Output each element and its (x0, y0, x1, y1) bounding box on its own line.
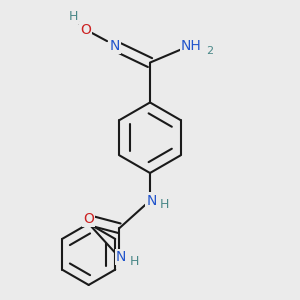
Text: N: N (116, 250, 126, 264)
Text: O: O (80, 23, 91, 38)
Text: N: N (146, 194, 157, 208)
Text: H: H (160, 198, 169, 211)
Text: H: H (129, 254, 139, 268)
Text: 2: 2 (206, 46, 213, 56)
Text: N: N (110, 39, 120, 53)
Text: O: O (83, 212, 94, 226)
Text: NH: NH (181, 39, 202, 53)
Text: H: H (69, 10, 78, 23)
